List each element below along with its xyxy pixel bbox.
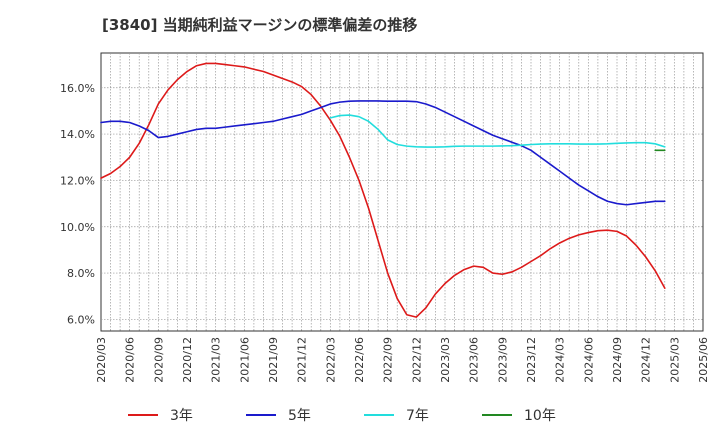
x-tick-label: 2023/03 [439,337,452,383]
y-tick-label: 14.0% [60,128,95,141]
x-tick-label: 2023/09 [496,337,509,383]
x-tick-label: 2023/12 [525,337,538,383]
legend-label: 3年 [170,408,193,424]
x-tick-label: 2021/06 [238,337,251,383]
x-tick-label: 2022/09 [382,337,395,383]
x-tick-label: 2021/09 [267,337,280,383]
x-tick-label: 2021/12 [296,337,309,383]
x-tick-label: 2024/09 [611,337,624,383]
x-axis-tick-labels: 2020/03 2020/06 2020/09 2020/12 2021/03 2021/… [95,337,710,383]
x-tick-label: 2024/03 [554,337,567,383]
y-tick-label: 16.0% [60,82,95,95]
legend-label: 7年 [406,408,429,424]
x-tick-label: 2024/12 [640,337,653,383]
y-tick-label: 6.0% [67,313,95,326]
series-line [100,100,666,206]
legend: 3年 5年 7年 10年 [128,408,556,424]
x-tick-label: 2022/06 [353,337,366,383]
horizontal-gridlines [101,87,703,320]
x-tick-label: 2025/03 [668,337,681,383]
x-tick-label: 2020/09 [152,337,165,383]
vertical-gridlines [110,53,694,331]
y-tick-label: 10.0% [60,221,95,234]
series-line [100,62,666,318]
x-tick-label: 2020/03 [95,337,108,383]
x-tick-label: 2022/03 [324,337,337,383]
x-tick-label: 2020/12 [181,337,194,383]
x-tick-label: 2023/06 [468,337,481,383]
x-tick-label: 2020/06 [124,337,137,383]
y-axis-tick-labels: 6.0% 8.0% 10.0% 12.0% 14.0% 16.0% [60,82,95,327]
legend-label: 5年 [288,408,311,424]
chart-title: [3840] 当期純利益マージンの標準偏差の推移 [102,16,418,34]
series-line [329,114,666,148]
y-tick-label: 8.0% [67,267,95,280]
x-tick-label: 2021/03 [210,337,223,383]
x-tick-label: 2024/06 [582,337,595,383]
plot-frame [100,52,704,332]
y-tick-label: 12.0% [60,174,95,187]
plot-area [100,52,704,332]
legend-label: 10年 [524,408,556,424]
x-tick-label: 2022/12 [410,337,423,383]
x-tick-label: 2025/06 [697,337,710,383]
series-lines [100,62,666,318]
